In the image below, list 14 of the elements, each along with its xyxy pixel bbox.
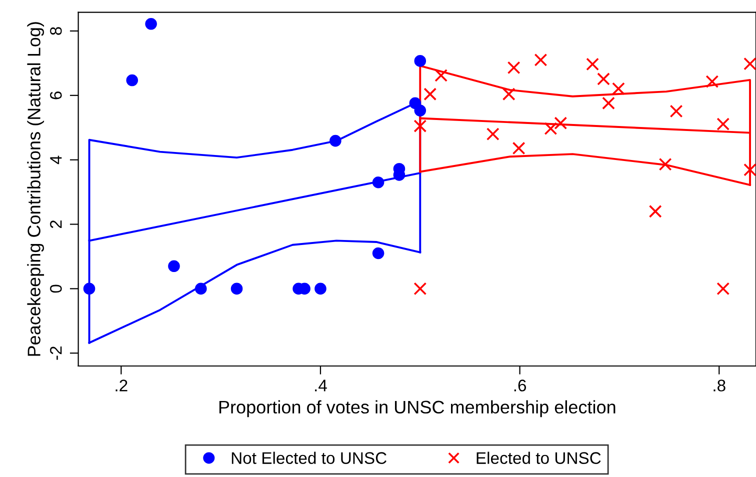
legend-label: Not Elected to UNSC [232,452,386,464]
y-tick-label: -2 [50,346,62,360]
y-tick-label: 2 [50,220,62,228]
x-axis-title: Proportion of votes in UNSC membership election [219,400,616,418]
x-tick-label: .8 [714,380,726,392]
x-tick-label: .4 [315,380,327,392]
y-tick-label: 8 [50,27,62,35]
legend-label: Elected to UNSC [476,452,601,464]
x-tick-label: .2 [116,380,128,392]
y-tick-label: 4 [50,156,62,164]
y-tick-label: 0 [50,284,62,293]
y-axis-title: Peacekeeping Contributions (Natural Log) [27,22,44,356]
x-tick-label: .6 [514,380,526,392]
y-tick-label: 6 [50,92,62,100]
